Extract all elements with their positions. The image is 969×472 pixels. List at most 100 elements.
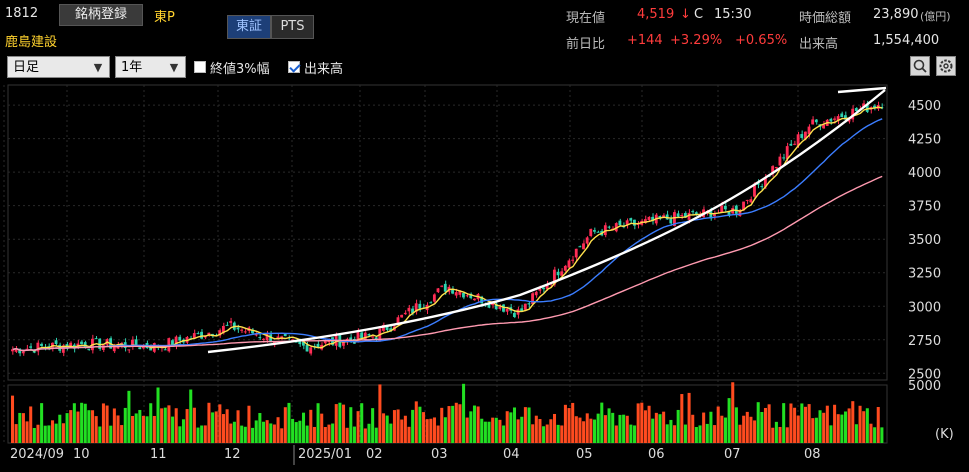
candle [571, 259, 575, 261]
volume-bar [312, 426, 316, 443]
register-button[interactable]: 銘柄登録 [59, 4, 143, 26]
volume-bar [407, 426, 411, 443]
price-change: +144 [627, 33, 663, 48]
candle [778, 156, 782, 166]
candle [407, 307, 411, 312]
volume-bar [98, 426, 102, 443]
zoom-button[interactable] [910, 56, 930, 76]
candle [367, 334, 371, 336]
settings-button[interactable] [936, 56, 956, 76]
volume-bar [778, 426, 782, 443]
volume-bar [218, 404, 222, 443]
volume-bar [698, 425, 702, 443]
candle [745, 199, 749, 201]
candle [371, 336, 374, 338]
volume-bar [596, 413, 600, 443]
candle [236, 327, 240, 330]
volume-bar [265, 420, 269, 443]
candle [633, 219, 636, 226]
candle [694, 212, 698, 215]
candle [723, 205, 727, 210]
volume-bar [793, 407, 797, 443]
candle [261, 338, 265, 340]
candle [21, 351, 25, 354]
volume-bar [422, 412, 426, 443]
mcap-unit: (億円) [920, 10, 951, 23]
candle [349, 337, 353, 341]
volume-bar [200, 425, 204, 443]
volume-bar [847, 408, 851, 443]
volume-bar [291, 418, 295, 443]
candle [323, 340, 327, 344]
volume-bar [251, 427, 255, 443]
volume-bar [742, 415, 746, 443]
candle [403, 312, 407, 315]
price-change-pct: +3.29% [670, 33, 723, 48]
x-tick-label: 05 [576, 447, 593, 462]
candle [134, 339, 138, 347]
volume-bar [756, 402, 760, 443]
volume-bar [192, 407, 196, 443]
tab-pts[interactable]: PTS [271, 15, 314, 39]
volume-bar [254, 420, 258, 443]
x-tick-label: 2024/09 [10, 447, 64, 462]
volume-unit: (K) [935, 427, 954, 442]
candle [574, 248, 578, 258]
volume-bar [825, 405, 829, 443]
candle [251, 329, 254, 334]
volume-bar [32, 427, 36, 443]
volume-bar [174, 408, 178, 443]
candle [411, 308, 414, 314]
candle [54, 340, 58, 345]
range-value: 1年 [121, 60, 143, 75]
close-3pct-label: 終値3%幅 [210, 62, 270, 77]
volume-bar [589, 418, 593, 443]
volume-bar [389, 423, 393, 443]
volume-bar [363, 428, 367, 443]
volume-bar [65, 413, 69, 443]
candle [196, 333, 200, 335]
volume-bar [69, 410, 73, 443]
candle [465, 295, 469, 297]
volume-bar [185, 409, 189, 443]
volume-bar [534, 415, 538, 443]
tab-tosho[interactable]: 東証 [227, 15, 271, 39]
candle [258, 337, 262, 339]
volume-bar [458, 404, 462, 443]
volume-bar [880, 427, 884, 443]
volume-bar [785, 427, 789, 443]
x-tick-label: 11 [150, 447, 167, 462]
candle [498, 306, 502, 309]
volume-bar [443, 417, 447, 443]
candle [243, 331, 247, 333]
candle [396, 317, 400, 325]
volume-bar [665, 424, 669, 443]
volume-bar [669, 419, 673, 443]
range-select[interactable]: 1年 ▼ [115, 56, 186, 78]
stock-code: 1812 [5, 6, 39, 21]
volume-bar [207, 402, 211, 443]
close-3pct-checkbox[interactable] [194, 61, 206, 73]
candle [18, 348, 22, 354]
volume-bar [818, 410, 822, 443]
price-change-pct2: +0.65% [735, 33, 788, 48]
volume-checkbox[interactable] [288, 61, 300, 73]
candle [418, 303, 422, 309]
candle [207, 332, 211, 336]
candle [796, 134, 800, 146]
volume-bar [94, 416, 98, 443]
volume-bar [116, 415, 120, 443]
zoom-icon [913, 59, 927, 73]
candle [662, 215, 665, 218]
volume-bar [687, 392, 691, 443]
volume-bar [782, 403, 786, 443]
y-tick-label: 3250 [908, 267, 941, 282]
volume-bar [763, 407, 767, 443]
volume-bar [236, 410, 240, 443]
period-select[interactable]: 日足 ▼ [7, 56, 110, 78]
x-tick-label: 04 [503, 447, 520, 462]
volume-bar [680, 394, 684, 443]
volume-bar [145, 416, 149, 443]
candle [309, 347, 313, 354]
